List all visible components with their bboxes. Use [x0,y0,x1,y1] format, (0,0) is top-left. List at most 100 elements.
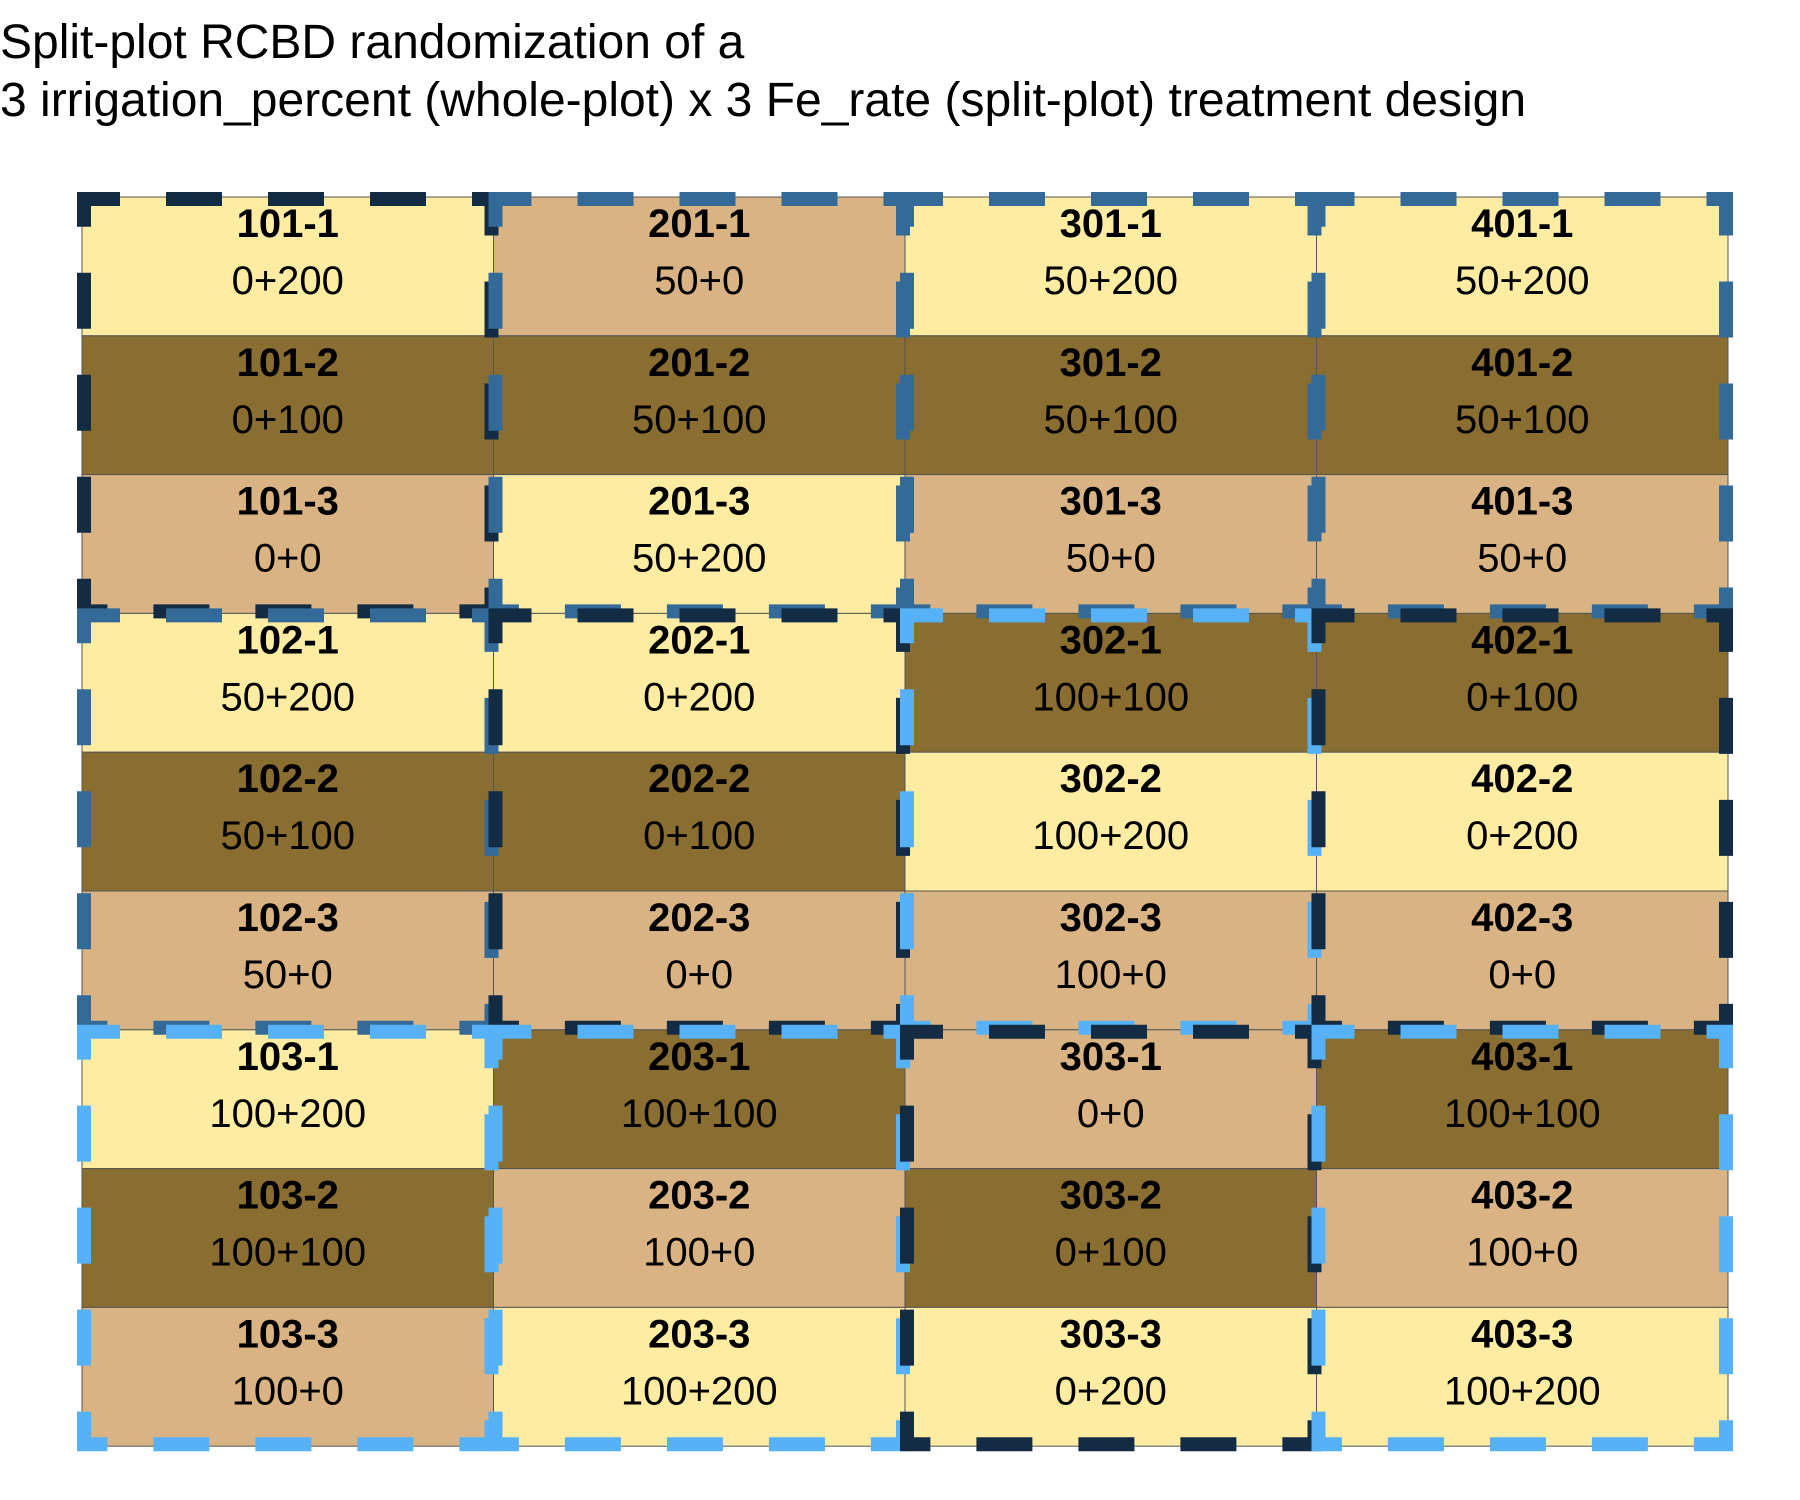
treatment-label: 50+100 [220,814,355,858]
plot-id-label: 103-3 [237,1312,339,1356]
split-plot-cell-302-2 [904,751,1317,892]
plot-id-label: 202-2 [648,757,750,801]
plot-id-label: 301-3 [1060,480,1162,524]
split-plot-cell-201-2 [493,335,906,476]
treatment-label: 100+0 [643,1231,755,1275]
treatment-label: 100+100 [209,1231,366,1275]
plot-id-label: 103-2 [237,1174,339,1218]
plot-id-label: 403-1 [1471,1035,1573,1079]
plot-id-label: 303-1 [1060,1035,1162,1079]
split-plot-cell-101-3 [81,474,494,614]
treatment-label: 100+0 [232,1369,344,1413]
treatment-label: 50+200 [1043,259,1178,303]
split-plot-cell-103-2 [81,1168,494,1308]
plot-id-label: 301-2 [1060,341,1162,385]
split-plot-cell-303-1 [904,1029,1317,1170]
plot-id-label: 402-1 [1471,618,1573,662]
treatment-label: 100+200 [1032,814,1189,858]
plot-id-label: 401-2 [1471,341,1573,385]
split-plot-cell-202-1 [493,612,906,753]
split-plot-cell-203-2 [493,1168,906,1308]
treatment-label: 50+0 [1066,537,1156,581]
treatment-label: 50+100 [1455,398,1590,442]
split-plot-cell-303-3 [904,1306,1317,1447]
split-plot-cell-202-2 [493,751,906,892]
split-plot-cell-302-3 [904,890,1317,1031]
plot-id-label: 103-1 [237,1035,339,1079]
plot-id-label: 102-3 [237,896,339,940]
treatment-label: 50+100 [632,398,767,442]
diagram-title: Split-plot RCBD randomization of a 3 irr… [0,14,1526,130]
treatment-label: 0+100 [232,398,344,442]
split-plot-cell-402-3 [1316,890,1729,1031]
treatment-label: 0+100 [1466,675,1578,719]
plot-id-label: 201-1 [648,202,750,246]
treatment-label: 0+200 [1055,1369,1167,1413]
split-plot-cell-403-1 [1316,1029,1729,1170]
treatment-label: 0+200 [232,259,344,303]
split-plot-cell-301-3 [904,474,1317,614]
plot-id-label: 102-2 [237,757,339,801]
plot-id-label: 101-2 [237,341,339,385]
treatment-label: 0+200 [1466,814,1578,858]
plot-id-label: 203-3 [648,1312,750,1356]
plot-id-label: 201-3 [648,480,750,524]
split-plot-cell-102-3 [81,890,494,1031]
split-plot-cell-102-2 [81,751,494,892]
plot-id-label: 302-1 [1060,618,1162,662]
split-plot-cell-203-3 [493,1306,906,1447]
split-plot-cell-201-1 [493,196,906,337]
split-plot-cell-201-3 [493,474,906,614]
treatment-label: 50+200 [632,537,767,581]
treatment-label: 0+0 [254,537,322,581]
treatment-label: 100+0 [1055,953,1167,997]
plot-id-label: 401-1 [1471,202,1573,246]
split-plot-cell-103-1 [81,1029,494,1170]
plot-id-label: 101-1 [237,202,339,246]
treatment-label: 50+0 [243,953,333,997]
plot-id-label: 402-2 [1471,757,1573,801]
plot-id-label: 402-3 [1471,896,1573,940]
treatment-label: 50+0 [654,259,744,303]
plot-id-label: 203-2 [648,1174,750,1218]
treatment-label: 0+100 [1055,1231,1167,1275]
plot-id-label: 302-2 [1060,757,1162,801]
split-plot-cell-401-3 [1316,474,1729,614]
treatment-label: 0+0 [665,953,733,997]
plot-id-label: 203-1 [648,1035,750,1079]
treatment-label: 50+200 [220,675,355,719]
plot-id-label: 202-1 [648,618,750,662]
plot-id-label: 303-3 [1060,1312,1162,1356]
split-plot-cell-403-3 [1316,1306,1729,1447]
plot-id-label: 401-3 [1471,480,1573,524]
plot-labels: 101-1 0+200 101-2 0+100 101-3 0+0 102-1 50+200 1… [209,202,1600,1413]
split-plot-cell-302-1 [904,612,1317,753]
split-plot-cell-403-2 [1316,1168,1729,1308]
plot-id-label: 301-1 [1060,202,1162,246]
plot-id-label: 202-3 [648,896,750,940]
split-plot-cell-301-2 [904,335,1317,476]
split-plot-cell-101-1 [81,196,494,337]
plot-id-label: 403-2 [1471,1174,1573,1218]
treatment-label: 100+100 [1032,675,1189,719]
treatment-label: 100+200 [621,1369,778,1413]
plot-id-label: 303-2 [1060,1174,1162,1218]
plot-id-label: 403-3 [1471,1312,1573,1356]
treatment-label: 50+100 [1043,398,1178,442]
split-plot-cell-402-1 [1316,612,1729,753]
treatment-label: 50+0 [1477,537,1567,581]
split-plot-cell-303-2 [904,1168,1317,1308]
treatment-label: 0+0 [1488,953,1556,997]
treatment-label: 100+100 [621,1092,778,1136]
plot-id-label: 101-3 [237,480,339,524]
plot-id-label: 201-2 [648,341,750,385]
treatment-label: 0+200 [643,675,755,719]
whole-plot-border-irrigation-100 [1311,1024,1733,1452]
treatment-label: 0+100 [643,814,755,858]
whole-plot-borders [77,192,1733,1452]
diagram-title-line-2: 3 irrigation_percent (whole-plot) x 3 Fe… [0,74,1527,127]
split-plot-cell-301-1 [904,196,1317,337]
treatment-label: 100+100 [1444,1092,1601,1136]
split-plot-cells [81,196,1729,1447]
